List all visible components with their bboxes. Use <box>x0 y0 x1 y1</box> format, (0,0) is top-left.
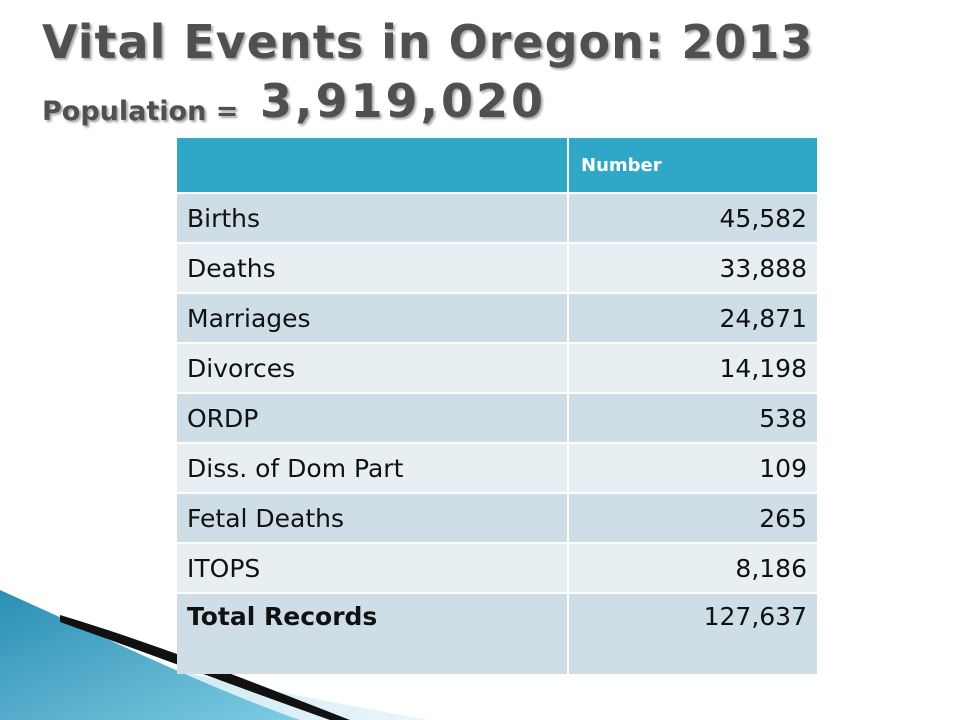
table-row: ITOPS 8,186 <box>177 542 817 593</box>
table-row: Diss. of Dom Part 109 <box>177 442 817 493</box>
row-label: Marriages <box>177 292 569 343</box>
slide-title: Vital Events in Oregon: 2013 Population … <box>42 14 940 134</box>
table-row: Deaths 33,888 <box>177 242 817 293</box>
row-value: 24,871 <box>568 292 817 343</box>
title-heading: Vital Events in Oregon: 2013 <box>42 15 814 69</box>
table-row: ORDP 538 <box>177 392 817 443</box>
row-label: ORDP <box>177 392 569 443</box>
header-label-cell <box>177 138 569 193</box>
row-value: 33,888 <box>568 242 817 293</box>
row-label: Divorces <box>177 342 569 393</box>
header-number-cell: Number <box>568 138 817 193</box>
total-value: 127,637 <box>568 592 817 674</box>
row-value: 8,186 <box>568 542 817 593</box>
total-label: Total Records <box>177 592 569 674</box>
row-label: Deaths <box>177 242 569 293</box>
table-header-row: Number <box>177 138 817 193</box>
row-value: 14,198 <box>568 342 817 393</box>
row-value: 45,582 <box>568 192 817 243</box>
row-value: 265 <box>568 492 817 543</box>
table-row: Fetal Deaths 265 <box>177 492 817 543</box>
row-value: 538 <box>568 392 817 443</box>
table-row: Divorces 14,198 <box>177 342 817 393</box>
row-label: ITOPS <box>177 542 569 593</box>
row-label: Births <box>177 192 569 243</box>
table-row: Marriages 24,871 <box>177 292 817 343</box>
row-label: Fetal Deaths <box>177 492 569 543</box>
table-row: Births 45,582 <box>177 192 817 243</box>
population-line: Population = 3,919,020 <box>42 74 940 134</box>
population-label: Population = <box>42 96 239 127</box>
vital-events-table: Number Births 45,582 Deaths 33,888 Marri… <box>177 138 817 674</box>
row-value: 109 <box>568 442 817 493</box>
table-total-row: Total Records 127,637 <box>177 592 817 674</box>
row-label: Diss. of Dom Part <box>177 442 569 493</box>
population-value: 3,919,020 <box>260 74 546 128</box>
